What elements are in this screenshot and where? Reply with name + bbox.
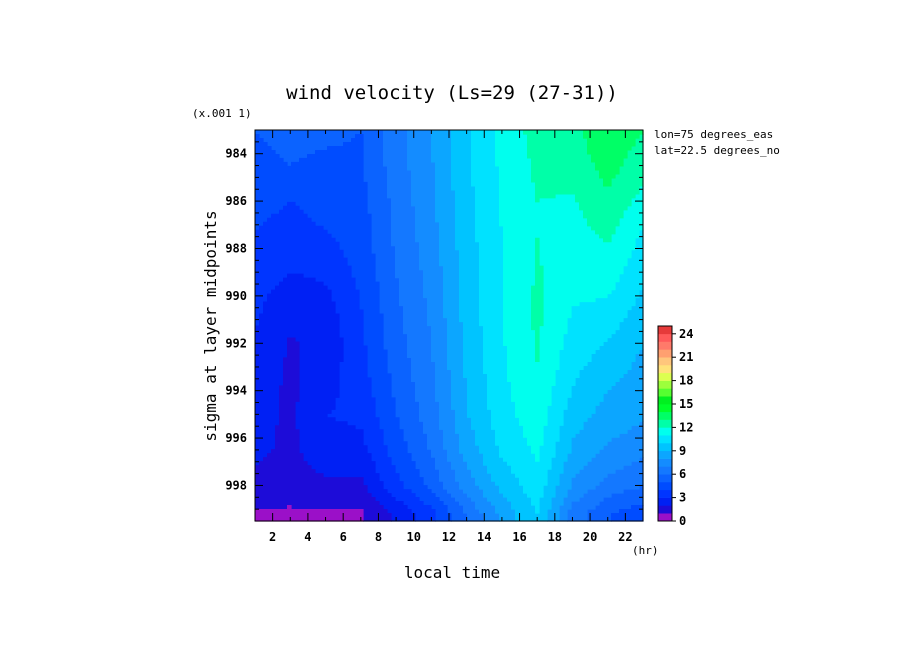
x-tick-label: 12 (442, 530, 456, 544)
y-tick-label: 994 (225, 384, 247, 398)
axes: 2 4 6 8 10 12 14 16 18 20 22 984 986 988 990 992 994 996 9… (225, 129, 644, 544)
colorbar-swatch (658, 458, 672, 467)
colorbar-swatch (658, 443, 672, 452)
x-tick-label: 22 (618, 530, 632, 544)
colorbar-swatch (658, 419, 672, 428)
colorbar-tick-label: 9 (679, 444, 686, 458)
colorbar-swatch (658, 435, 672, 444)
colorbar-tick-label: 3 (679, 491, 686, 505)
chart-title: wind velocity (Ls=29 (27-31)) (286, 82, 618, 104)
colorbar-tick-label: 21 (679, 350, 693, 364)
x-tick-label: 8 (375, 530, 382, 544)
colorbar: 0 3 6 9 12 15 18 21 24 (657, 325, 693, 528)
colorbar-swatch (658, 326, 672, 335)
colorbar-swatch (658, 404, 672, 413)
colorbar-swatch (658, 380, 672, 389)
y-tick-label: 992 (225, 336, 247, 350)
x-tick-label: 14 (477, 530, 491, 544)
colorbar-swatch (658, 349, 672, 358)
y-tick-label: 988 (225, 241, 247, 255)
colorbar-swatch (658, 474, 672, 483)
y-tick-label: 990 (225, 289, 247, 303)
heatmap-band-4 (451, 130, 644, 522)
heatmap-band-10 (255, 201, 436, 522)
y-tick-label: 996 (225, 431, 247, 445)
colorbar-swatch (658, 482, 672, 491)
colorbar-tick-label: 18 (679, 374, 693, 388)
colorbar-swatch (658, 450, 672, 459)
heatmap-band-12 (255, 337, 392, 522)
colorbar-swatch (658, 466, 672, 475)
heatmap-band-2 (407, 130, 644, 522)
heatmap-band-1 (383, 130, 644, 522)
x-tick-label: 16 (512, 530, 526, 544)
x-tick-label: 2 (269, 530, 276, 544)
colorbar-tick-label: 15 (679, 397, 693, 411)
x-tick-label: 18 (548, 530, 562, 544)
colorbar-swatch (658, 505, 672, 514)
colorbar-swatch (658, 396, 672, 405)
colorbar-tick-label: 12 (679, 420, 693, 434)
colorbar-swatch (658, 513, 672, 522)
y-axis-label: sigma at layer midpoints (201, 210, 220, 441)
y-tick-label: 998 (225, 478, 247, 492)
colorbar-tick-label: 24 (679, 327, 693, 341)
heatmap-band-5 (471, 130, 644, 514)
heatmap-band-8 (583, 130, 644, 187)
colorbar-tick-label: 0 (679, 514, 686, 528)
colorbar-swatch (658, 427, 672, 436)
heatmap-band-6 (495, 130, 644, 462)
x-tick-label: 20 (583, 530, 597, 544)
colorbar-swatch (658, 357, 672, 366)
colorbar-swatch (658, 365, 672, 374)
colorbar-swatch (658, 333, 672, 342)
y-tick-label: 984 (225, 147, 247, 161)
x-axis-unit: (hr) (632, 544, 659, 557)
colorbar-swatch (658, 388, 672, 397)
colorbar-frame (657, 325, 673, 522)
heatmap-band-7 (523, 130, 644, 363)
heatmap-band-3 (431, 130, 644, 522)
x-tick-label: 10 (407, 530, 421, 544)
heatmap-band-13 (255, 505, 364, 522)
annotation-lat: lat=22.5 degrees_no (654, 144, 780, 157)
annotation-lon: lon=75 degrees_eas (654, 128, 773, 141)
colorbar-tick-label: 6 (679, 467, 686, 481)
colorbar-swatch (658, 411, 672, 420)
heatmap-plot-area (255, 130, 644, 522)
heatmap-band-11 (255, 273, 416, 522)
y-tick-label: 986 (225, 194, 247, 208)
x-axis-label: local time (404, 563, 500, 582)
x-tick-label: 4 (304, 530, 311, 544)
colorbar-swatch (658, 341, 672, 350)
colorbar-swatch (658, 497, 672, 506)
colorbar-swatch (658, 489, 672, 498)
heatmap-band-9 (255, 133, 644, 522)
scale-note: (x.001 1) (192, 107, 252, 120)
x-tick-label: 6 (340, 530, 347, 544)
colorbar-swatch (658, 372, 672, 381)
